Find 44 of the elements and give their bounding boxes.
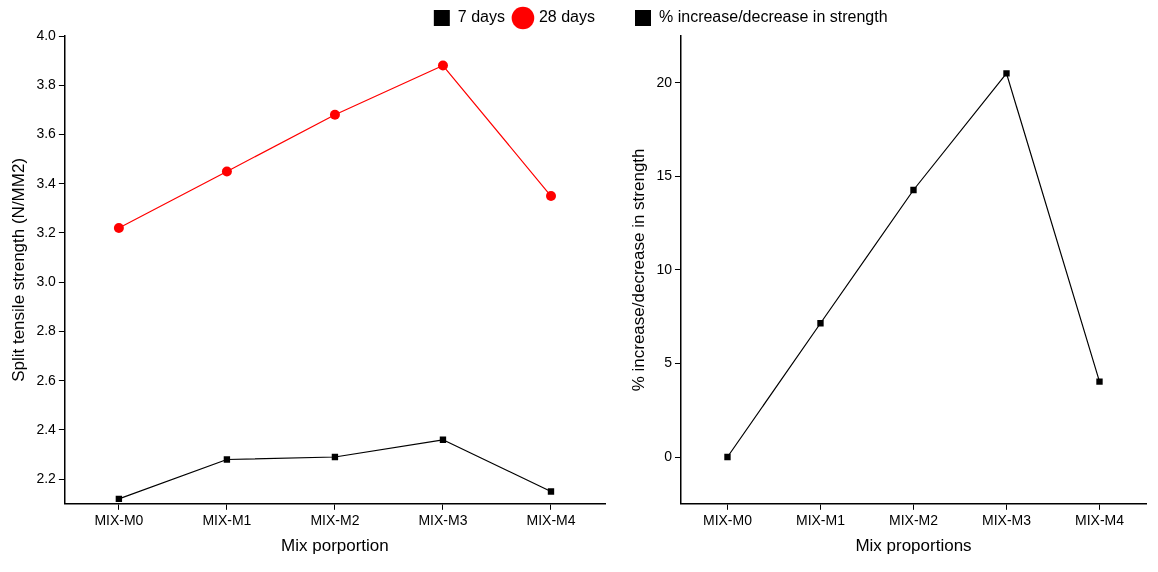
y-tick-label: 5 (664, 354, 673, 371)
x-tick-label: MIX-M2 (888, 512, 939, 529)
y-tick-label: 0 (664, 447, 673, 464)
x-tick-label: MIX-M0 (702, 512, 753, 529)
point (547, 488, 555, 495)
point (910, 186, 917, 194)
point (1096, 378, 1103, 385)
legend-label: 7 days (457, 8, 505, 26)
y-tick-label: 2.8 (36, 322, 57, 339)
y-tick-label: 10 (656, 260, 673, 277)
y-axis-title: Split tensile strength (N/MM2) (8, 157, 28, 382)
y-tick-label: 2.4 (36, 420, 57, 437)
x-tick-label: MIX-M2 (310, 512, 360, 529)
point (221, 166, 232, 177)
y-axis-title: % increase/decrease in strength (628, 148, 648, 392)
y-tick-label: 3.2 (36, 223, 57, 240)
x-tick-label: MIX-M3 (418, 512, 468, 529)
x-tick-label: MIX-M1 (202, 512, 252, 529)
y-tick-label: 3.8 (36, 76, 57, 93)
x-tick-label: MIX-M3 (981, 512, 1032, 529)
y-tick-label: 4.0 (36, 26, 57, 43)
point (1003, 70, 1010, 77)
y-tick-label: 3.0 (36, 273, 57, 290)
y-tick-label: 3.6 (36, 125, 57, 142)
x-axis-title: Mix porportion (281, 536, 389, 556)
legend-label: 28 days (538, 8, 596, 26)
y-tick-label: 15 (656, 167, 673, 184)
y-tick-label: 20 (656, 73, 673, 90)
y-tick-label: 2.2 (36, 470, 57, 487)
y-tick-label: 3.4 (36, 174, 57, 191)
point (437, 60, 448, 71)
y-tick-label: 2.6 (36, 371, 57, 388)
x-tick-label: MIX-M0 (94, 512, 144, 529)
x-axis-title: Mix proportions (855, 536, 972, 556)
x-tick-label: MIX-M1 (795, 512, 846, 529)
point (545, 191, 556, 202)
x-tick-label: MIX-M4 (1075, 512, 1125, 529)
point (329, 109, 340, 120)
point (724, 453, 731, 461)
point (817, 320, 824, 327)
x-tick-label: MIX-M4 (526, 512, 576, 529)
legend-label: % increase/decrease in strength (659, 8, 888, 26)
point (113, 223, 124, 234)
point (223, 456, 231, 463)
